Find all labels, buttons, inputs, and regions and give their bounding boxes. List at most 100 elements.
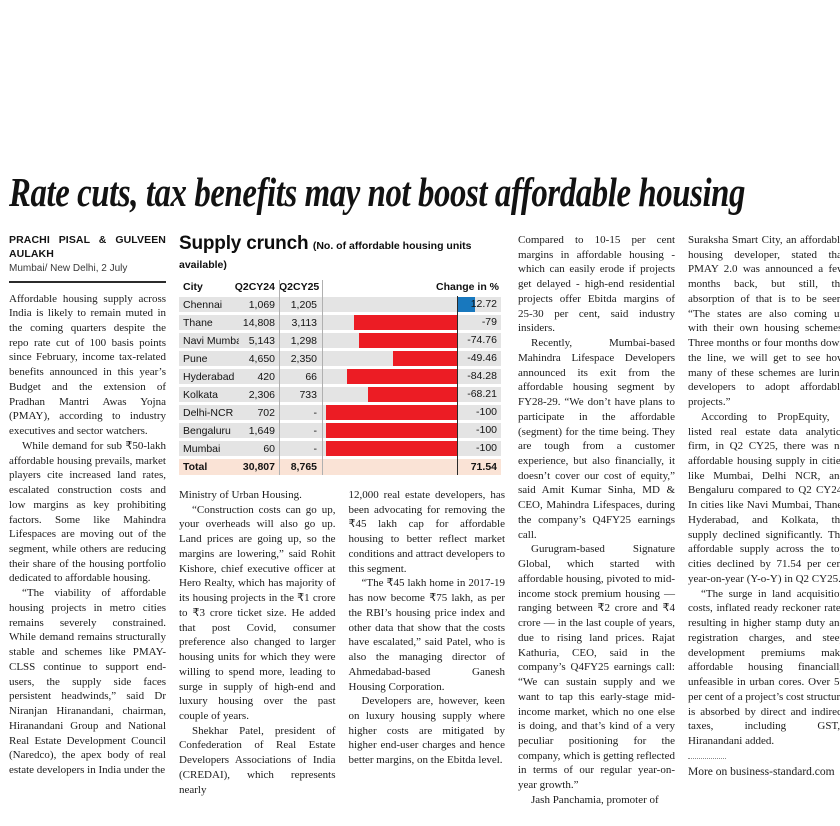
paragraph: Gurugram-based Signature Global, which s… xyxy=(518,543,675,792)
q2cy25-cell: - xyxy=(313,442,318,455)
column-header-q2cy25: Q2CY25 xyxy=(279,281,320,293)
q2cy24-cell: 60 xyxy=(263,442,275,455)
city-cell: Chennai xyxy=(183,298,223,311)
dateline: Mumbai/ New Delhi, 2 July xyxy=(9,263,128,275)
city-cell: Bengaluru xyxy=(183,424,231,437)
paragraph: Recently, Mumbai-based Mahindra Lifespac… xyxy=(518,337,675,541)
q2cy24-cell: 4,650 xyxy=(248,352,275,365)
paragraph: Compared to 10-15 per cent margins in af… xyxy=(518,234,675,335)
table-row-chennai: Chennai 1,069 1,205 12.72 xyxy=(179,297,501,312)
q2cy24-cell: 420 xyxy=(257,370,275,383)
page-title: Rate cuts, tax benefits may not boost af… xyxy=(9,169,746,215)
table-row-bengaluru: Bengaluru 1,649 - -100 xyxy=(179,423,501,438)
change-value: -68.21 xyxy=(467,388,497,400)
q2cy25-cell: 2,350 xyxy=(290,352,317,365)
paragraph: “The surge in land acquisition costs, in… xyxy=(688,587,840,747)
chart-table: City Q2CY24 Q2CY25 Change in % Chennai 1… xyxy=(179,280,501,475)
zero-axis-line xyxy=(457,296,458,475)
q2cy25-cell: - xyxy=(313,406,318,419)
paragraph: Jash Panchamia, promoter of xyxy=(531,793,659,806)
q2cy24-cell: 1,069 xyxy=(248,298,275,311)
change-bar xyxy=(346,369,458,384)
q2cy25-cell: 8,765 xyxy=(290,461,317,473)
byline: PRACHI PISAL & GULVEEN AULAKH Mumbai/ Ne… xyxy=(9,233,166,283)
column-divider xyxy=(322,280,323,475)
columns-2-3-text: Ministry of Urban Housing. “Construction… xyxy=(179,488,505,797)
change-bar xyxy=(458,297,475,312)
footer-note: More on business-standard.com xyxy=(688,765,835,778)
city-cell: Delhi-NCR xyxy=(183,406,234,419)
table-row-navi-mumbai: Navi Mumbai 5,143 1,298 -74.76 xyxy=(179,333,501,348)
q2cy24-cell: 1,649 xyxy=(248,424,275,437)
bar-zone: 71.54 xyxy=(322,459,501,475)
article-column-4: Compared to 10-15 per cent margins in af… xyxy=(518,233,675,808)
city-cell: Kolkata xyxy=(183,388,219,401)
byline-rule xyxy=(9,280,166,283)
city-cell: Mumbai xyxy=(183,442,221,455)
column-header-city: City xyxy=(183,281,203,293)
table-row-thane: Thane 14,808 3,113 -79 xyxy=(179,315,501,330)
byline-authors: PRACHI PISAL & GULVEEN AULAKH xyxy=(9,234,166,261)
q2cy24-cell: 14,808 xyxy=(242,316,275,329)
bar-zone: -74.76 xyxy=(322,333,501,348)
city-cell: Navi Mumbai xyxy=(183,334,239,347)
change-bar xyxy=(326,423,458,438)
change-value: -100 xyxy=(475,442,497,454)
article-columns-2-3: Supply crunch (No. of affordable housing… xyxy=(179,233,505,808)
headline-block: Rate cuts, tax benefits may not boost af… xyxy=(9,168,833,220)
header-left-group: City Q2CY24 xyxy=(179,281,279,293)
table-row-pune: Pune 4,650 2,350 -49.46 xyxy=(179,351,501,366)
paragraph: “Construction costs can go up, your over… xyxy=(179,503,336,723)
change-value: -100 xyxy=(475,424,497,436)
bar-zone: -100 xyxy=(322,441,501,456)
bar-zone: -79 xyxy=(322,315,501,330)
bar-zone: -84.28 xyxy=(322,369,501,384)
paragraph: According to PropEquity, a listed real e… xyxy=(688,410,840,585)
change-value: -100 xyxy=(475,406,497,418)
change-value: 12.72 xyxy=(470,298,497,310)
q2cy25-cell: 3,113 xyxy=(291,316,318,329)
paragraph: Developers are, however, keen on luxury … xyxy=(348,695,506,767)
q2cy24-cell: 2,306 xyxy=(248,388,275,401)
q2cy24-cell: 5,143 xyxy=(248,334,275,347)
paragraph: “The ₹45 lakh home in 2017-19 has now be… xyxy=(348,577,506,693)
change-bar xyxy=(326,405,458,420)
change-value: -84.28 xyxy=(467,370,497,382)
bar-zone: -68.21 xyxy=(322,387,501,402)
table-header-row: City Q2CY24 Q2CY25 Change in % xyxy=(179,280,501,294)
paragraph: Ministry of Urban Housing. xyxy=(179,489,302,501)
chart-title: Supply crunch xyxy=(179,233,309,254)
change-bar xyxy=(326,441,458,456)
bar-zone: -100 xyxy=(322,405,501,420)
bar-zone: -49.46 xyxy=(322,351,501,366)
paragraph: “The viability of affordable housing pro… xyxy=(9,587,166,777)
change-bar xyxy=(353,315,458,330)
article-column-3: 12,000 real estate developers, has been … xyxy=(349,488,506,797)
change-bar xyxy=(359,333,458,348)
table-row-kolkata: Kolkata 2,306 733 -68.21 xyxy=(179,387,501,402)
paragraph: Affordable housing supply across India i… xyxy=(9,292,166,438)
q2cy24-cell: 30,807 xyxy=(242,461,275,473)
change-value: -79 xyxy=(481,316,497,328)
paragraph: 12,000 real estate developers, has been … xyxy=(348,489,506,575)
supply-crunch-chart: Supply crunch (No. of affordable housing… xyxy=(179,233,505,475)
table-row-total: Total 30,807 8,765 71.54 xyxy=(179,459,501,475)
change-value: 71.54 xyxy=(470,461,497,473)
newspaper-page: Rate cuts, tax benefits may not boost af… xyxy=(0,168,840,826)
bar-zone: 12.72 xyxy=(322,297,501,312)
paragraph: Shekhar Patel, president of Confederatio… xyxy=(179,724,336,796)
article-column-1: PRACHI PISAL & GULVEEN AULAKH Mumbai/ Ne… xyxy=(9,233,166,808)
article-column-2: Ministry of Urban Housing. “Construction… xyxy=(179,488,336,797)
paragraph: Suraksha Smart City, an affordable housi… xyxy=(688,234,840,409)
q2cy25-cell: 1,205 xyxy=(290,298,317,311)
table-row-hyderabad: Hyderabad 420 66 -84.28 xyxy=(179,369,501,384)
article-column-5: Suraksha Smart City, an affordable housi… xyxy=(688,233,840,808)
city-cell: Thane xyxy=(183,316,213,329)
city-cell: Hyderabad xyxy=(183,370,235,383)
chart-subtitle: (No. of affordable housing units availab… xyxy=(179,240,472,271)
article-body: PRACHI PISAL & GULVEEN AULAKH Mumbai/ Ne… xyxy=(9,233,840,808)
q2cy24-cell: 702 xyxy=(257,406,275,419)
bar-zone: -100 xyxy=(322,423,501,438)
change-value: -74.76 xyxy=(467,334,497,346)
chart-title-row: Supply crunch (No. of affordable housing… xyxy=(179,233,505,273)
